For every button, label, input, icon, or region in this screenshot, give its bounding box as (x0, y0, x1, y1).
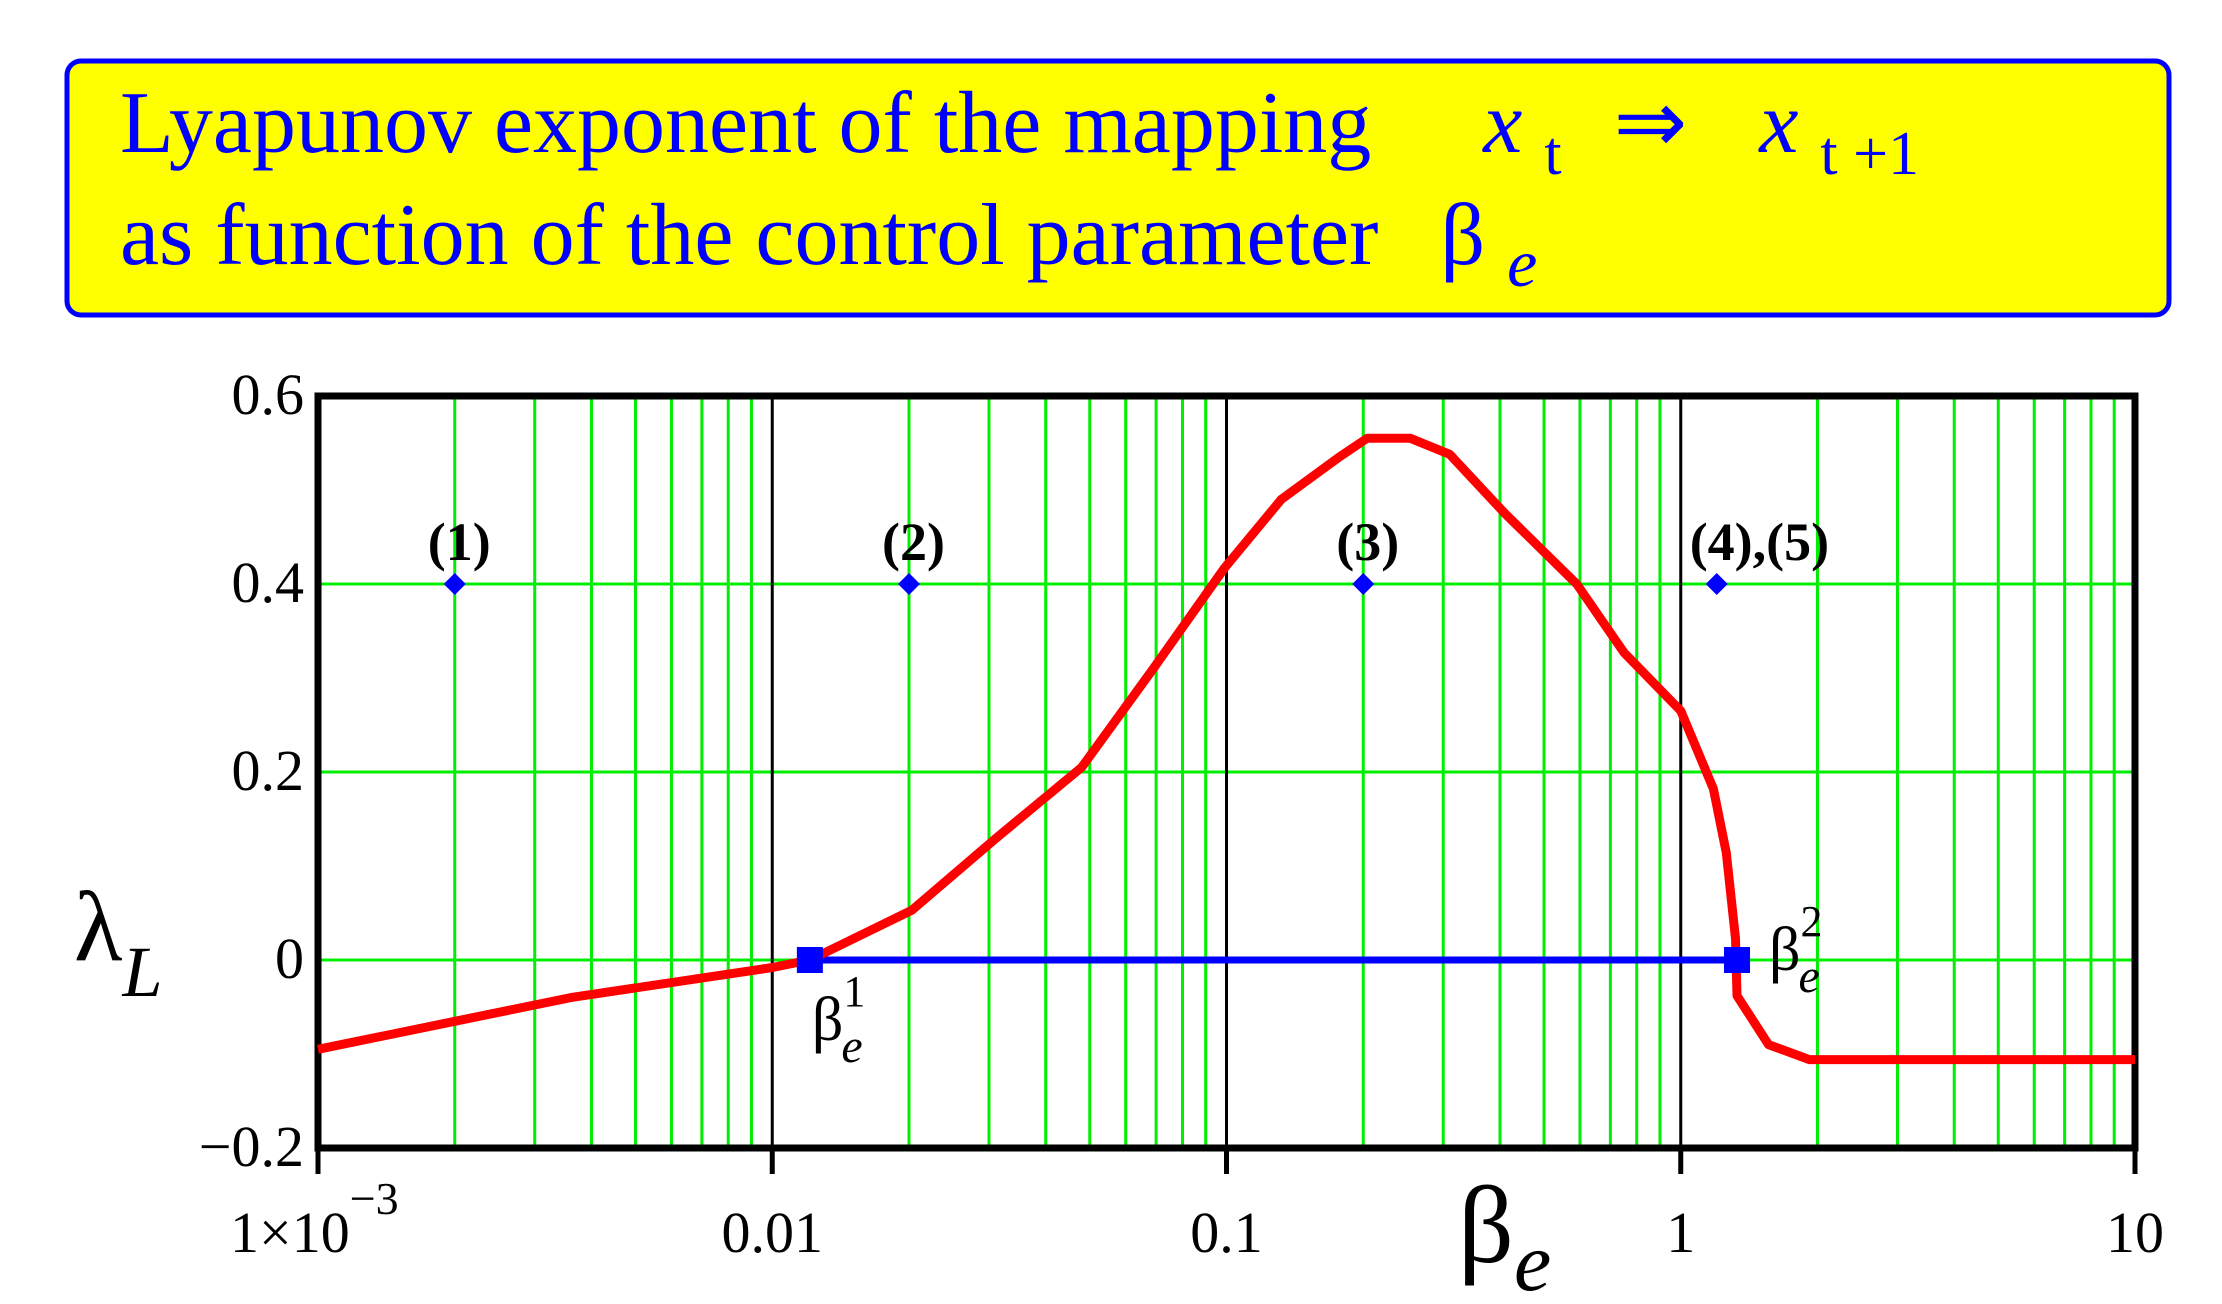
annotation-label: (4),(5) (1690, 512, 1829, 572)
x-tick-label: 0.01 (722, 1200, 824, 1265)
beta-e2-label-sup: 2 (1801, 897, 1823, 946)
beta-e2-label-sub: e (1799, 950, 1820, 1003)
x-axis-symbol: β (1458, 1164, 1514, 1286)
title-background (64, 58, 2172, 318)
x-tick-text: 1×10 (230, 1200, 350, 1265)
x-tick-text: 10 (2106, 1200, 2164, 1265)
title-line-1-text: Lyapunov exponent of the mapping (120, 75, 1371, 172)
beta-e1-label: β1 e (812, 967, 866, 1073)
title-beta-sub: e (1507, 225, 1537, 301)
title-sub-to: t +1 (1820, 120, 1919, 188)
title-box: Lyapunov exponent of the mapping x t ⇒ x… (64, 58, 2172, 318)
y-tick-label: 0.6 (232, 362, 305, 427)
x-axis-label: βe (1458, 1164, 1551, 1304)
annotation-point (443, 573, 466, 595)
x-tick-label: 1×10−3 (230, 1173, 399, 1265)
title-sub-from: t (1544, 120, 1561, 188)
title-line-1: Lyapunov exponent of the mapping x t ⇒ x… (120, 75, 1919, 194)
x-tick-label: 1 (1666, 1200, 1695, 1265)
x-tick-sup: −3 (350, 1173, 399, 1224)
title-line-2: as function of the control parameter β e (120, 187, 1537, 301)
annotation-label: (2) (882, 512, 945, 572)
y-tick-label: 0.2 (232, 738, 305, 803)
title-var-from: x (1481, 75, 1522, 172)
beta-e2-label: β2 e (1769, 897, 1823, 1003)
y-axis-symbol: λ (74, 871, 123, 982)
x-tick-text: 0.1 (1190, 1200, 1263, 1265)
y-tick-label: −0.2 (199, 1114, 304, 1179)
x-tick-text: 1 (1666, 1200, 1695, 1265)
y-axis-sub: L (122, 932, 163, 1012)
plot-frame (314, 392, 2139, 1152)
beta-e1-label-symbol: β (812, 986, 844, 1054)
y-tick-label: 0.4 (232, 550, 305, 615)
beta-e1-marker (796, 947, 823, 973)
y-tick-label: 0 (275, 926, 304, 991)
annotation-point (897, 573, 920, 595)
plot-area: β1 eβ2 e(1) (2) (3) (4),(5)0.60.40.20−0.21×10… (74, 362, 2164, 1304)
y-axis-label: λL (74, 871, 163, 1012)
lyapunov-curve (317, 433, 2135, 1065)
annotation-label: (1) (428, 512, 491, 572)
x-tick-label: 10 (2106, 1200, 2164, 1265)
title-line-2-text: as function of the control parameter (120, 187, 1378, 284)
x-tick-text: 0.01 (722, 1200, 824, 1265)
beta-e2-label-symbol: β (1769, 916, 1801, 984)
annotation-label: (3) (1336, 512, 1399, 572)
title-beta-symbol: β (1440, 187, 1485, 284)
beta-e1-label-sup: 1 (843, 967, 865, 1016)
title-arrow: ⇒ (1614, 75, 1688, 172)
beta-e2-marker (1724, 947, 1751, 973)
title-var-to: x (1757, 75, 1798, 172)
x-axis-sub: e (1514, 1216, 1551, 1304)
x-tick-label: 0.1 (1190, 1200, 1263, 1265)
annotation-point (1705, 573, 1728, 595)
annotation-point (1352, 573, 1375, 595)
beta-e1-label-sub: e (841, 1020, 862, 1073)
